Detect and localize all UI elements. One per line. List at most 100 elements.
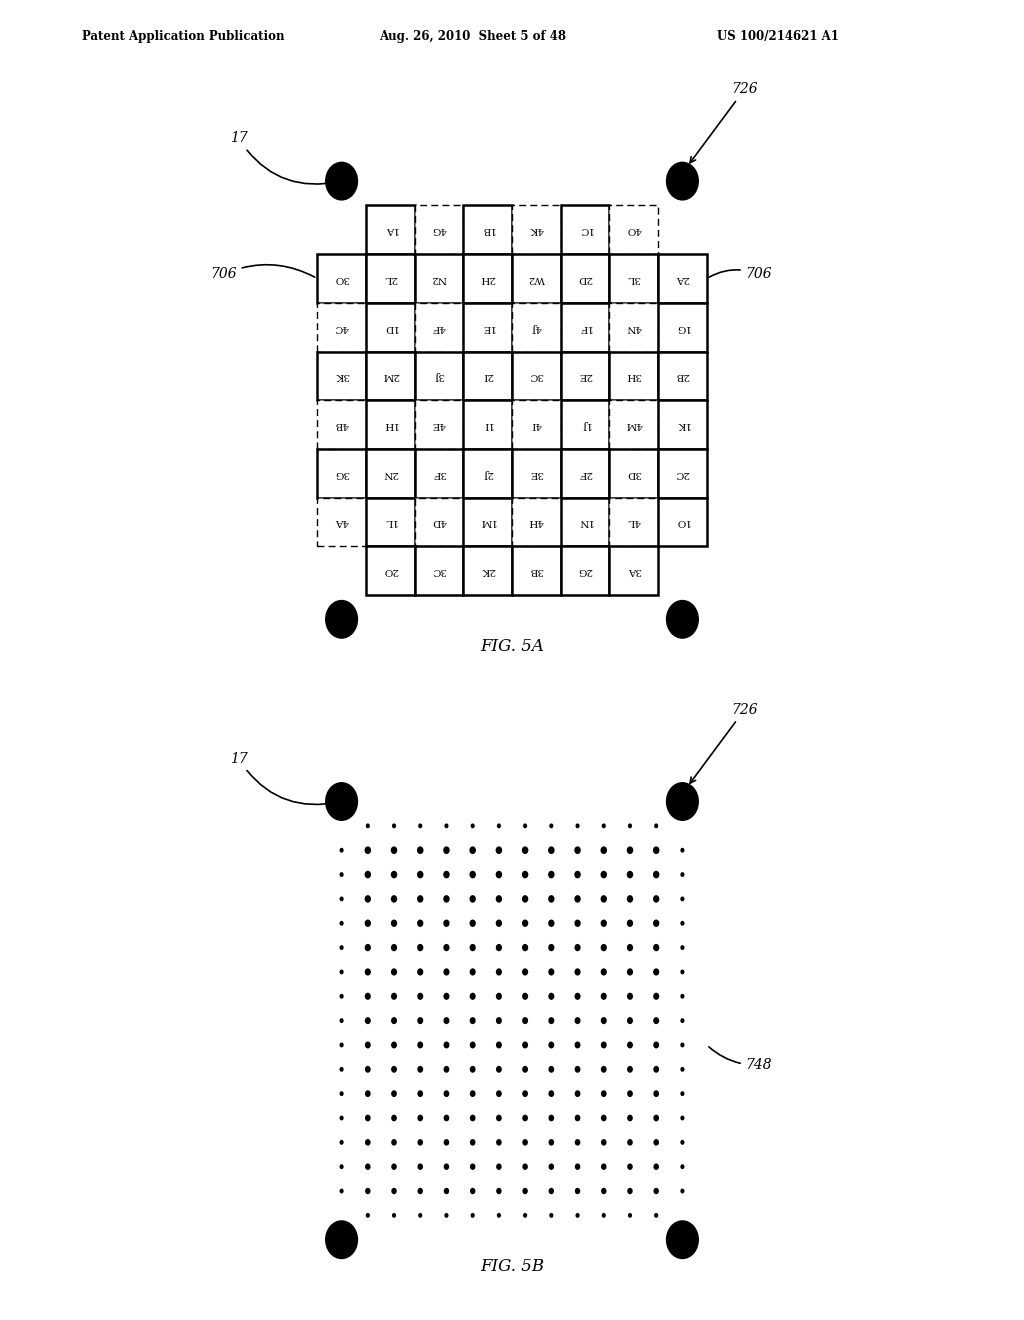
Ellipse shape [365, 1163, 371, 1170]
Ellipse shape [680, 1067, 684, 1072]
Ellipse shape [627, 1065, 633, 1073]
Ellipse shape [522, 1114, 528, 1122]
Ellipse shape [340, 1018, 344, 1023]
Ellipse shape [666, 161, 699, 201]
Ellipse shape [391, 1139, 397, 1146]
Text: US 100/214621 A1: US 100/214621 A1 [717, 30, 839, 44]
Text: 3F: 3F [432, 469, 445, 478]
Text: 1N: 1N [578, 517, 593, 527]
Ellipse shape [522, 1163, 528, 1170]
Ellipse shape [601, 920, 607, 927]
Text: 1G: 1G [675, 322, 690, 331]
Bar [366, 498, 415, 546]
Ellipse shape [417, 1018, 423, 1024]
Ellipse shape [627, 920, 633, 927]
Ellipse shape [680, 1092, 684, 1096]
Bar [366, 351, 415, 400]
Text: 2L: 2L [384, 275, 397, 282]
Ellipse shape [601, 993, 607, 999]
Text: 17: 17 [229, 131, 339, 183]
Text: 4I: 4I [531, 420, 542, 429]
Text: 3C: 3C [529, 371, 544, 380]
Bar [512, 498, 561, 546]
Ellipse shape [680, 1188, 684, 1193]
Bar [512, 400, 561, 449]
Ellipse shape [522, 1065, 528, 1073]
Bar [658, 449, 707, 498]
Ellipse shape [469, 846, 476, 854]
Text: 2H: 2H [480, 275, 496, 282]
Bar [561, 302, 609, 351]
Ellipse shape [471, 824, 475, 829]
Bar [609, 498, 658, 546]
Ellipse shape [680, 1164, 684, 1170]
Ellipse shape [496, 1090, 502, 1097]
Ellipse shape [666, 781, 699, 821]
Ellipse shape [391, 871, 397, 878]
Ellipse shape [496, 1041, 502, 1048]
Ellipse shape [601, 944, 607, 952]
Ellipse shape [496, 846, 502, 854]
Ellipse shape [418, 1114, 423, 1122]
Text: N2: N2 [431, 275, 446, 282]
Ellipse shape [496, 871, 502, 878]
Bar [317, 498, 366, 546]
Text: 1H: 1H [383, 420, 398, 429]
Text: 3B: 3B [529, 566, 544, 576]
Ellipse shape [496, 993, 502, 999]
Ellipse shape [680, 945, 684, 950]
Ellipse shape [680, 896, 684, 902]
Ellipse shape [653, 846, 659, 854]
Ellipse shape [628, 824, 632, 829]
Text: 17: 17 [229, 751, 339, 804]
Ellipse shape [365, 871, 371, 878]
Bar [609, 255, 658, 302]
Text: 3H: 3H [626, 371, 641, 380]
Ellipse shape [391, 993, 397, 999]
Ellipse shape [549, 824, 553, 829]
Bar [609, 302, 658, 351]
Bar [415, 351, 463, 400]
Ellipse shape [653, 1090, 659, 1097]
Ellipse shape [418, 1139, 423, 1146]
Ellipse shape [340, 1164, 344, 1170]
Text: W2: W2 [527, 275, 545, 282]
Ellipse shape [600, 871, 607, 878]
Text: 2I: 2I [482, 371, 493, 380]
Text: 3L: 3L [627, 275, 640, 282]
Ellipse shape [470, 993, 476, 999]
Ellipse shape [627, 969, 633, 975]
Ellipse shape [470, 1188, 475, 1195]
Bar [366, 302, 415, 351]
Ellipse shape [497, 1213, 501, 1218]
Ellipse shape [340, 921, 344, 925]
Ellipse shape [391, 944, 397, 952]
Ellipse shape [653, 1114, 659, 1122]
Bar [512, 449, 561, 498]
Ellipse shape [601, 969, 607, 975]
Bar [561, 255, 609, 302]
Text: 4K: 4K [529, 226, 544, 235]
Ellipse shape [653, 895, 659, 903]
Text: 2N: 2N [382, 469, 398, 478]
Ellipse shape [418, 1090, 423, 1097]
Bar [512, 546, 561, 595]
Text: 2O: 2O [383, 566, 398, 576]
Text: 1D: 1D [383, 322, 397, 331]
Text: 1I: 1I [482, 420, 493, 429]
Ellipse shape [325, 599, 358, 639]
Text: 3G: 3G [334, 469, 349, 478]
Ellipse shape [549, 1213, 553, 1218]
Ellipse shape [469, 895, 476, 903]
Ellipse shape [496, 920, 502, 927]
Text: 1K: 1K [675, 420, 689, 429]
Ellipse shape [575, 1213, 580, 1218]
Ellipse shape [443, 1018, 450, 1024]
Ellipse shape [548, 895, 555, 903]
Ellipse shape [392, 824, 396, 829]
Ellipse shape [391, 895, 397, 903]
Bar [609, 206, 658, 255]
Ellipse shape [627, 993, 633, 999]
Ellipse shape [522, 993, 528, 999]
Ellipse shape [574, 846, 581, 854]
